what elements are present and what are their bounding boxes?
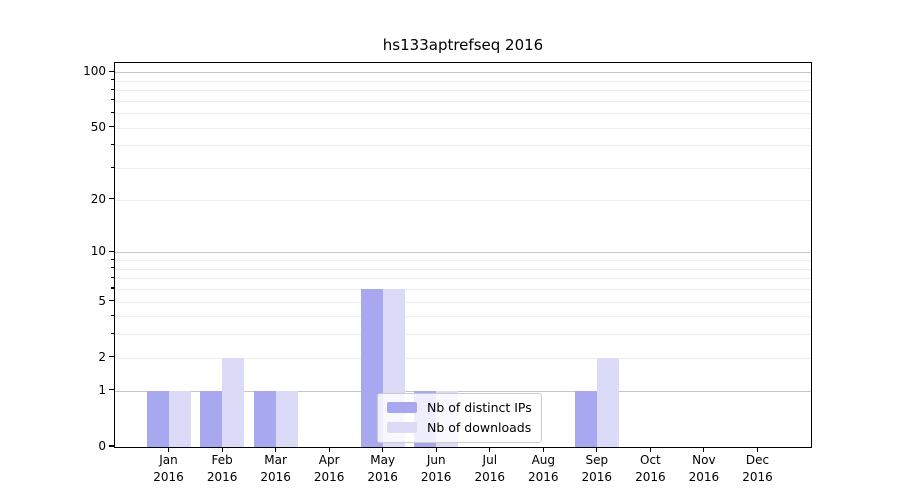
y-axis-minor-tick: [111, 99, 114, 101]
x-axis-tick-label: Apr 2016: [313, 453, 345, 484]
gridline-minor: [115, 145, 811, 147]
y-axis-tick-label: 2: [98, 349, 106, 364]
gridline-minor: [115, 100, 811, 102]
gridline-minor: [115, 168, 811, 170]
y-axis-tick-label: 5: [98, 293, 106, 308]
gridline-major: [115, 252, 811, 254]
x-axis-tick-label: Feb 2016: [206, 453, 238, 484]
y-axis-minor-tick: [111, 88, 114, 90]
plot-area: Nb of distinct IPs Nb of downloads: [114, 62, 812, 448]
gridline-major: [115, 72, 811, 74]
legend: Nb of distinct IPs Nb of downloads: [377, 393, 542, 443]
gridline-minor: [115, 301, 811, 303]
y-axis-minor-tick: [111, 111, 114, 113]
bar-feb-distinct-ips: [200, 390, 223, 447]
gridline-minor: [115, 357, 811, 359]
x-axis-tick: [489, 447, 491, 452]
y-axis-tick: [109, 70, 114, 72]
y-axis-minor-tick: [111, 300, 114, 302]
x-axis-tick-label: Aug 2016: [528, 453, 559, 484]
legend-swatch-downloads-icon: [387, 422, 417, 433]
y-axis-minor-tick: [111, 166, 114, 168]
y-axis-tick: [109, 445, 114, 447]
bar-mar-downloads: [275, 390, 298, 447]
gridline-minor: [115, 260, 811, 261]
y-axis-tick: [109, 250, 114, 252]
bar-sep-downloads: [596, 357, 619, 447]
x-axis-tick: [649, 447, 651, 452]
bar-jan-downloads: [168, 390, 191, 447]
gridline-minor: [115, 288, 811, 290]
legend-label-distinct-ips: Nb of distinct IPs: [427, 400, 532, 415]
gridline-minor: [115, 127, 811, 129]
y-axis-tick-label: 100: [83, 64, 106, 79]
gridline-minor: [115, 199, 811, 201]
y-axis-minor-tick: [111, 198, 114, 200]
y-axis-minor-tick: [111, 258, 114, 260]
y-axis-minor-tick: [111, 356, 114, 358]
x-axis-tick-label: Jan 2016: [153, 453, 184, 484]
y-axis-tick-label: 0: [98, 439, 106, 453]
gridline-minor: [115, 80, 811, 82]
gridline-minor: [115, 316, 811, 318]
y-axis-minor-tick: [111, 314, 114, 316]
y-axis-minor-tick: [111, 126, 114, 128]
x-axis-tick-label: Oct 2016: [635, 453, 666, 484]
x-axis-tick-label: Nov 2016: [688, 453, 720, 484]
bar-sep-distinct-ips: [574, 390, 597, 447]
legend-item-downloads: Nb of downloads: [387, 420, 532, 435]
bar-mar-distinct-ips: [253, 390, 276, 447]
y-axis-tick-label: 20: [90, 191, 106, 206]
gridline-minor: [115, 278, 811, 280]
x-axis-tick-label: Jun 2016: [420, 453, 452, 484]
legend-item-distinct-ips: Nb of distinct IPs: [387, 400, 532, 415]
x-axis-tick: [756, 447, 759, 452]
y-axis-tick-label: 10: [90, 244, 106, 259]
x-axis-tick-label: May 2016: [367, 453, 398, 484]
legend-label-downloads: Nb of downloads: [427, 420, 532, 435]
bar-feb-downloads: [222, 357, 245, 447]
x-axis-tick: [328, 447, 330, 452]
x-axis-tick: [221, 447, 223, 452]
x-axis-tick-label: Sep 2016: [581, 453, 613, 484]
x-axis-tick: [596, 447, 598, 452]
x-axis-tick: [435, 447, 437, 452]
x-axis-tick: [167, 447, 170, 452]
y-axis-minor-tick: [111, 267, 114, 269]
y-axis-minor-tick: [111, 143, 114, 146]
gridline-minor: [115, 268, 811, 270]
y-axis-tick: [109, 389, 114, 391]
gridline-minor: [115, 90, 811, 91]
x-axis-tick-label: Jul 2016: [474, 453, 506, 484]
y-axis-minor-tick: [111, 79, 114, 81]
x-axis-tick: [542, 447, 544, 452]
x-axis-tick-label: Dec 2016: [742, 453, 773, 484]
x-axis-tick: [703, 447, 705, 452]
x-axis-tick: [275, 447, 277, 452]
gridline-minor: [115, 334, 811, 336]
chart-title: hs133aptrefseq 2016: [382, 36, 544, 54]
y-axis-minor-tick: [111, 332, 114, 335]
y-axis-minor-tick: [111, 276, 114, 278]
y-axis-minor-tick: [111, 287, 114, 289]
legend-swatch-distinct-ips-icon: [387, 402, 417, 413]
x-axis-tick-label: Mar 2016: [260, 453, 291, 484]
gridline-minor: [115, 113, 811, 115]
y-axis-tick-label: 50: [90, 119, 106, 134]
x-axis-tick: [382, 447, 384, 452]
bar-jan-distinct-ips: [146, 390, 169, 447]
gridline-major: [115, 390, 811, 392]
y-axis-tick-label: 1: [98, 382, 106, 397]
